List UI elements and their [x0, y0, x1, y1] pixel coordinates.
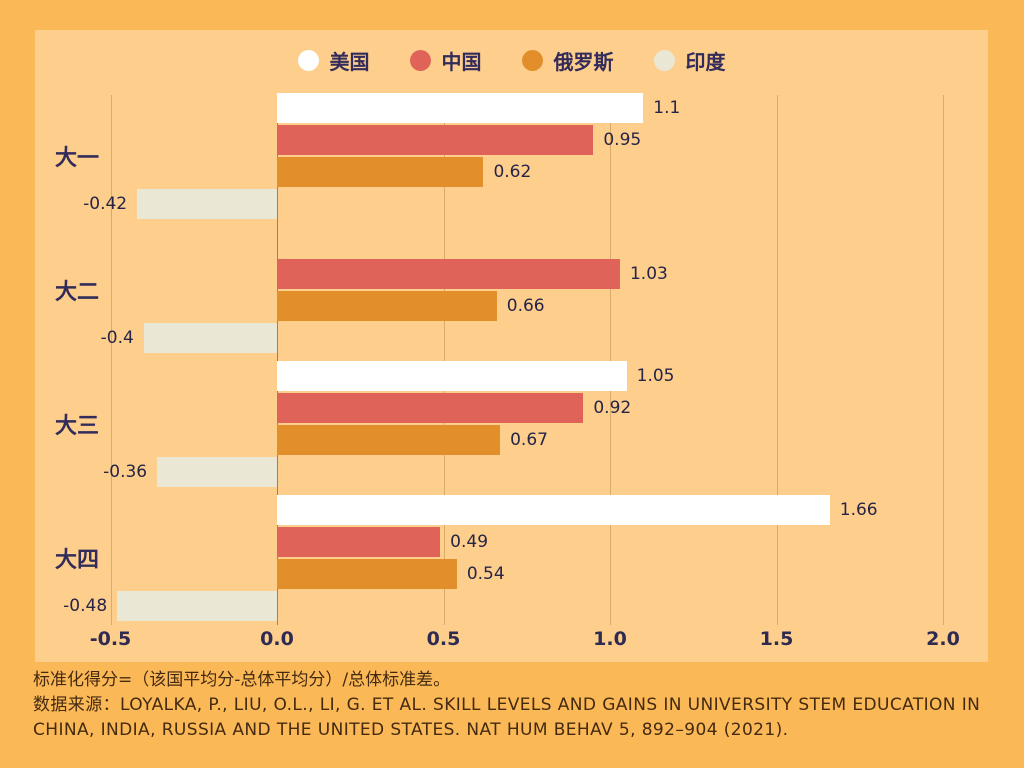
- bar: [143, 323, 277, 353]
- bar: [157, 457, 277, 487]
- bar: [117, 591, 277, 621]
- bar: [277, 425, 501, 455]
- legend-dot-icon: [521, 50, 543, 71]
- x-tick-label: 2.0: [926, 628, 960, 650]
- legend-label: 印度: [685, 50, 726, 74]
- bar: [277, 361, 627, 391]
- legend-label: 中国: [441, 50, 482, 74]
- legend-label: 美国: [329, 50, 370, 74]
- bar-value-label: 1.66: [839, 500, 878, 520]
- bar-value-label: 0.67: [510, 430, 548, 450]
- bar-value-label: 0.95: [603, 130, 642, 150]
- bar-value-label: 0.54: [466, 564, 505, 584]
- bar-value-label: -0.36: [103, 462, 148, 482]
- bar-value-label: 1.03: [629, 264, 668, 284]
- bar-value-label: 0.92: [593, 398, 632, 418]
- gridline: [610, 95, 611, 625]
- chart-panel: -0.5 0.0 0.5 1.0 1.5 2.0 大一 1.1 0.95 0.62 -0.42 大二 1…: [35, 30, 988, 662]
- bar: [277, 259, 620, 289]
- legend-item: 印度: [653, 46, 726, 75]
- x-tick-label: 0.5: [426, 628, 461, 650]
- x-tick-label: 1.5: [759, 628, 794, 650]
- category-label: 大一: [55, 146, 100, 171]
- bar: [277, 393, 584, 423]
- bar: [137, 189, 277, 219]
- gridline: [443, 95, 445, 625]
- bar-value-label: 1.05: [636, 366, 675, 386]
- bar: [277, 157, 484, 187]
- footer-source: 数据来源：LOYALKA, P., LIU, O.L., LI, G. ET A…: [33, 695, 981, 740]
- bar-value-label: 0.66: [506, 296, 545, 316]
- bar: [277, 93, 644, 123]
- gridline: [277, 95, 278, 625]
- x-tick-label: 0.0: [260, 628, 294, 650]
- plot-area: -0.5 0.0 0.5 1.0 1.5 2.0 大一 1.1 0.95 0.62 -0.42 大二 1…: [35, 30, 988, 662]
- legend-label: 俄罗斯: [553, 50, 614, 74]
- category-label: 大二: [55, 280, 100, 305]
- legend-dot-icon: [653, 50, 675, 71]
- bar-value-label: -0.42: [83, 194, 128, 214]
- chart-footer: 标准化得分=（该国平均分-总体平均分）/总体标准差。 数据来源：LOYALKA,…: [33, 668, 998, 743]
- x-tick-label: 1.0: [593, 628, 627, 650]
- bar-value-label: -0.4: [100, 328, 134, 348]
- bar: [277, 291, 497, 321]
- legend-dot-icon: [297, 50, 319, 71]
- bar: [277, 527, 441, 557]
- bar-value-label: 0.49: [450, 532, 489, 552]
- category-label: 大三: [55, 414, 100, 439]
- footer-formula: 标准化得分=（该国平均分-总体平均分）/总体标准差。: [33, 670, 451, 690]
- category-label: 大四: [55, 548, 100, 573]
- legend-item: 中国: [409, 46, 482, 75]
- gridline: [776, 95, 778, 625]
- legend-item: 俄罗斯: [521, 46, 614, 75]
- legend-item: 美国: [297, 46, 370, 75]
- legend-dot-icon: [409, 50, 431, 71]
- bar-value-label: 0.62: [493, 162, 532, 182]
- bar: [277, 559, 457, 589]
- x-tick-label: -0.5: [89, 628, 132, 650]
- bar: [277, 125, 594, 155]
- gridline: [110, 95, 112, 625]
- bar-value-label: -0.48: [63, 596, 108, 616]
- chart-legend: 美国 中国 俄罗斯 印度: [35, 46, 988, 75]
- gridline: [943, 95, 944, 625]
- bar: [277, 495, 830, 525]
- bar-value-label: 1.1: [653, 98, 681, 118]
